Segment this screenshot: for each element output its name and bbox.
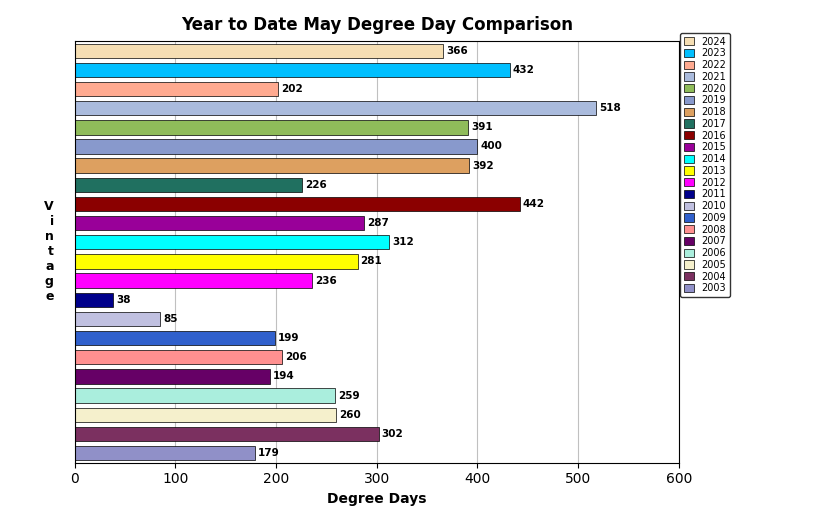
Text: 226: 226 — [305, 180, 327, 190]
Bar — [74, 44, 442, 58]
Text: 236: 236 — [315, 276, 337, 286]
Text: 179: 179 — [257, 448, 280, 458]
Bar — [74, 369, 270, 383]
Text: 259: 259 — [338, 391, 360, 400]
Bar — [74, 273, 312, 288]
Text: 202: 202 — [280, 84, 303, 94]
X-axis label: Degree Days: Degree Days — [327, 492, 426, 506]
Bar — [74, 158, 469, 173]
Text: 199: 199 — [278, 333, 299, 343]
Bar — [74, 389, 335, 403]
Bar — [74, 139, 477, 154]
Bar — [74, 63, 509, 77]
Title: Year to Date May Degree Day Comparison: Year to Date May Degree Day Comparison — [180, 16, 572, 34]
Bar — [74, 331, 275, 345]
Bar — [74, 235, 389, 249]
Text: 206: 206 — [284, 352, 307, 362]
Text: 391: 391 — [471, 122, 492, 132]
Text: 366: 366 — [446, 46, 467, 56]
Bar — [74, 254, 357, 269]
Text: 392: 392 — [472, 161, 494, 171]
Bar — [74, 216, 363, 230]
Bar — [74, 408, 336, 422]
Text: 400: 400 — [480, 141, 502, 152]
Bar — [74, 292, 112, 307]
Bar — [74, 350, 282, 364]
Text: 194: 194 — [273, 372, 294, 381]
Bar — [74, 446, 255, 460]
Y-axis label: V
i
n
t
a
g
e: V i n t a g e — [44, 200, 54, 303]
Text: 432: 432 — [512, 65, 534, 75]
Legend: 2024, 2023, 2022, 2021, 2020, 2019, 2018, 2017, 2016, 2015, 2014, 2013, 2012, 20: 2024, 2023, 2022, 2021, 2020, 2019, 2018… — [679, 33, 729, 297]
Text: 312: 312 — [391, 237, 414, 247]
Bar — [74, 197, 519, 211]
Text: 302: 302 — [381, 429, 403, 439]
Text: 442: 442 — [522, 199, 544, 209]
Bar — [74, 311, 160, 326]
Bar — [74, 427, 378, 441]
Bar — [74, 178, 302, 192]
Bar — [74, 82, 278, 96]
Text: 287: 287 — [366, 218, 388, 228]
Text: 85: 85 — [163, 314, 178, 324]
Bar — [74, 120, 468, 135]
Text: 38: 38 — [116, 295, 130, 305]
Bar — [74, 101, 595, 115]
Text: 260: 260 — [339, 410, 361, 420]
Text: 281: 281 — [361, 256, 382, 266]
Text: 518: 518 — [599, 103, 620, 113]
